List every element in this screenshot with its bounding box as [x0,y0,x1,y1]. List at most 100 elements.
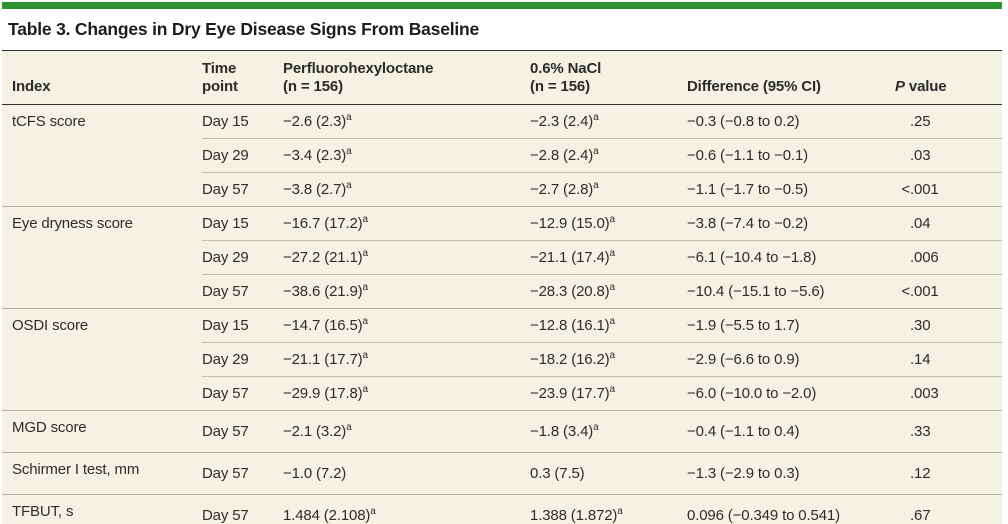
pfh-value-cell: −1.0 (7.2) [283,452,530,495]
pfh-value: −14.7 (16.5) [283,317,363,334]
p-value: .006 [910,249,939,266]
col-header-nacl: 0.6% NaCl (n = 156) [530,50,687,105]
pfh-value-cell: 1.484 (2.108)a [283,494,530,524]
p-value-label-rest: value [908,78,947,95]
p-value-cell: <.001 [895,172,1002,207]
table-row: Eye dryness score Day 15 −16.7 (17.2)a −… [2,206,1002,309]
col-header-index: Index [2,50,202,105]
pfh-value-cell: −38.6 (21.9)a [283,274,530,309]
time-point-cell: Day 57 [202,274,283,309]
nacl-value-cell: 1.388 (1.872)a [530,494,687,524]
time-point-cell: Day 29 [202,138,283,173]
footnote-marker: a [346,422,352,433]
pfh-value: −29.9 (17.8) [283,385,363,402]
nacl-value: −23.9 (17.7) [530,385,610,402]
nacl-value: −12.9 (15.0) [530,215,610,232]
p-value: .001 [910,181,939,198]
p-value-cell: .67 [895,494,1002,524]
footnote-marker: a [362,384,369,395]
time-point-cell: Day 15 [202,308,283,343]
p-value-cell: .003 [895,376,1002,411]
p-value-cell: .30 [895,308,1002,343]
time-point-cell: Day 29 [202,342,283,377]
difference-cell: −1.9 (−5.5 to 1.7) [687,308,895,343]
time-point-cell: Day 57 [202,452,283,495]
accent-bar [2,2,1002,9]
nacl-value-cell: −2.3 (2.4)a [530,105,687,139]
pfh-value-cell: −16.7 (17.2)a [283,206,530,241]
p-value: .12 [910,465,931,482]
pfh-value: −3.8 (2.7) [283,181,347,198]
footnote-marker: a [593,112,599,123]
pfh-value-cell: −2.6 (2.3)a [283,105,530,139]
footnote-marker: a [609,350,616,361]
footnote-marker: a [346,112,352,123]
p-value-prefix: < [901,181,910,198]
footnote-marker: a [609,384,616,395]
time-point-cell: Day 57 [202,494,283,524]
table-row: TFBUT, s Day 57 1.484 (2.108)a 1.388 (1.… [2,494,1002,524]
difference-cell: −3.8 (−7.4 to −0.2) [687,206,895,241]
difference-cell: −0.6 (−1.1 to −0.1) [687,138,895,173]
nacl-value-cell: −28.3 (20.8)a [530,274,687,309]
pfh-value: −21.1 (17.7) [283,351,363,368]
nacl-value: −2.8 (2.4) [530,147,594,164]
nacl-value-cell: 0.3 (7.5) [530,452,687,495]
pfh-value-cell: −2.1 (3.2)a [283,410,530,453]
index-cell: Schirmer I test, mm [2,452,202,495]
index-cell: tCFS score [12,113,86,130]
difference-cell: −1.3 (−2.9 to 0.3) [687,452,895,495]
nacl-value: −12.8 (16.1) [530,317,610,334]
nacl-value-cell: −12.9 (15.0)a [530,206,687,241]
p-value-cell: .12 [895,452,1002,495]
p-value-cell: .03 [895,138,1002,173]
footnote-marker: a [346,146,352,157]
header-row: Index Time point Perfluorohexyloctane (n… [2,50,1002,105]
footnote-marker: a [362,350,369,361]
p-value-cell: .14 [895,342,1002,377]
col-header-perfluorohexyloctane: Perfluorohexyloctane (n = 156) [283,50,530,105]
index-cell: OSDI score [2,308,202,411]
p-value: .67 [910,507,931,524]
nacl-value: 0.3 (7.5) [530,465,585,482]
nacl-value: −28.3 (20.8) [530,283,610,300]
nacl-value: −18.2 (16.2) [530,351,610,368]
p-value: .001 [910,283,939,300]
table-title: Table 3. Changes in Dry Eye Disease Sign… [8,19,480,39]
difference-cell: −6.1 (−10.4 to −1.8) [687,240,895,275]
footnote-marker: a [362,316,369,327]
footnote-marker: a [593,180,599,191]
index-cell: Eye dryness score [2,206,202,309]
p-value-prefix: < [901,283,910,300]
nacl-value-cell: −23.9 (17.7)a [530,376,687,411]
p-value-cell: .04 [895,206,1002,241]
footnote-marker: a [362,214,369,225]
nacl-value-cell: −21.1 (17.4)a [530,240,687,275]
pfh-value: −2.6 (2.3) [283,113,347,130]
pfh-value-cell: −3.4 (2.3)a [283,138,530,173]
footnote-marker: a [362,282,369,293]
time-point-cell: Day 15 [202,206,283,241]
table-row: OSDI score Day 15 −14.7 (16.5)a −12.8 (1… [2,308,1002,411]
data-table: Index Time point Perfluorohexyloctane (n… [2,50,1002,524]
nacl-value-cell: −2.7 (2.8)a [530,172,687,207]
col-header-difference: Difference (95% CI) [687,50,895,105]
table-row: tCFS score Day 15 −2.6 (2.3)a −2.3 (2.4)… [2,105,1002,139]
table-row: Schirmer I test, mm Day 57 −1.0 (7.2) 0.… [2,452,1002,495]
p-value-cell: .33 [895,410,1002,453]
difference-cell: −1.1 (−1.7 to −0.5) [687,172,895,207]
index-cell: MGD score [2,410,202,453]
nacl-value-cell: −1.8 (3.4)a [530,410,687,453]
pfh-value: −2.1 (3.2) [283,423,347,440]
footnote-marker: a [617,506,623,517]
pfh-value-cell: −21.1 (17.7)a [283,342,530,377]
pfh-value: −38.6 (21.9) [283,283,363,300]
time-point-cell: Day 57 [202,376,283,411]
p-value: .30 [910,317,931,334]
footnote-marker: a [609,214,616,225]
footnote-marker: a [362,248,369,259]
difference-cell: −0.3 (−0.8 to 0.2) [687,113,800,130]
difference-cell: −2.9 (−6.6 to 0.9) [687,342,895,377]
nacl-value: −2.7 (2.8) [530,181,594,198]
time-point-cell: Day 29 [202,240,283,275]
